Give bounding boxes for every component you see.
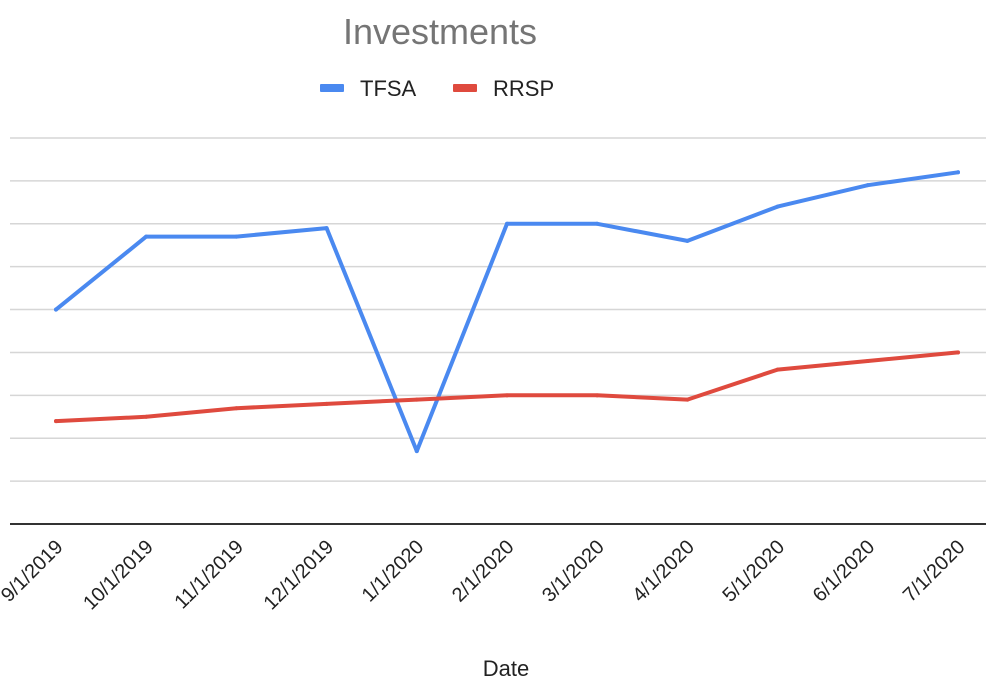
data-point-tfsa[interactable] (775, 204, 780, 209)
series-lines (54, 170, 960, 454)
x-tick-label: 9/1/2019 (0, 536, 68, 607)
series-line-rrsp[interactable] (54, 350, 960, 424)
x-tick-label: 11/1/2019 (171, 536, 248, 613)
x-tick-label: 10/1/2019 (79, 536, 157, 614)
data-point-rrsp[interactable] (234, 406, 239, 411)
data-point-rrsp[interactable] (54, 419, 58, 424)
x-tick-labels: 9/1/2019 10/1/2019 11/1/2019 12/1/2019 1/1/2… (0, 536, 970, 614)
data-point-rrsp[interactable] (414, 397, 419, 402)
x-tick-label: 3/1/2020 (538, 536, 609, 607)
data-point-rrsp[interactable] (865, 359, 870, 364)
data-point-tfsa[interactable] (54, 307, 58, 312)
x-tick-label: 7/1/2020 (899, 536, 970, 607)
data-point-rrsp[interactable] (685, 397, 690, 402)
legend-item-rrsp[interactable]: RRSP (453, 76, 554, 101)
data-point-tfsa[interactable] (234, 234, 239, 239)
x-axis-label: Date (483, 656, 529, 681)
data-point-tfsa[interactable] (144, 234, 149, 239)
data-point-rrsp[interactable] (144, 414, 149, 419)
data-point-rrsp[interactable] (595, 393, 600, 398)
chart-title: Investments (343, 11, 537, 52)
legend: TFSA RRSP (320, 76, 554, 101)
data-point-rrsp[interactable] (775, 367, 780, 372)
data-point-tfsa[interactable] (505, 221, 509, 226)
data-point-tfsa[interactable] (685, 238, 690, 243)
legend-swatch-rrsp (453, 84, 477, 92)
data-point-tfsa[interactable] (956, 170, 960, 175)
x-tick-label: 4/1/2020 (628, 536, 699, 607)
series-line-tfsa[interactable] (54, 170, 960, 454)
x-tick-label: 2/1/2020 (448, 536, 519, 607)
legend-label-tfsa: TFSA (360, 76, 417, 101)
legend-label-rrsp: RRSP (493, 76, 554, 101)
x-tick-label: 1/1/2020 (358, 536, 429, 607)
x-tick-label: 5/1/2020 (719, 536, 790, 607)
legend-swatch-tfsa (320, 84, 344, 92)
data-point-tfsa[interactable] (414, 449, 419, 454)
data-point-tfsa[interactable] (595, 221, 600, 226)
x-tick-label: 12/1/2019 (260, 536, 338, 614)
data-point-tfsa[interactable] (865, 183, 870, 188)
gridlines (10, 137, 986, 482)
legend-item-tfsa[interactable]: TFSA (320, 76, 417, 101)
data-point-rrsp[interactable] (505, 393, 509, 398)
x-tick-label: 6/1/2020 (809, 536, 880, 607)
data-point-rrsp[interactable] (956, 350, 960, 355)
data-point-rrsp[interactable] (324, 401, 329, 406)
data-point-tfsa[interactable] (324, 226, 329, 231)
